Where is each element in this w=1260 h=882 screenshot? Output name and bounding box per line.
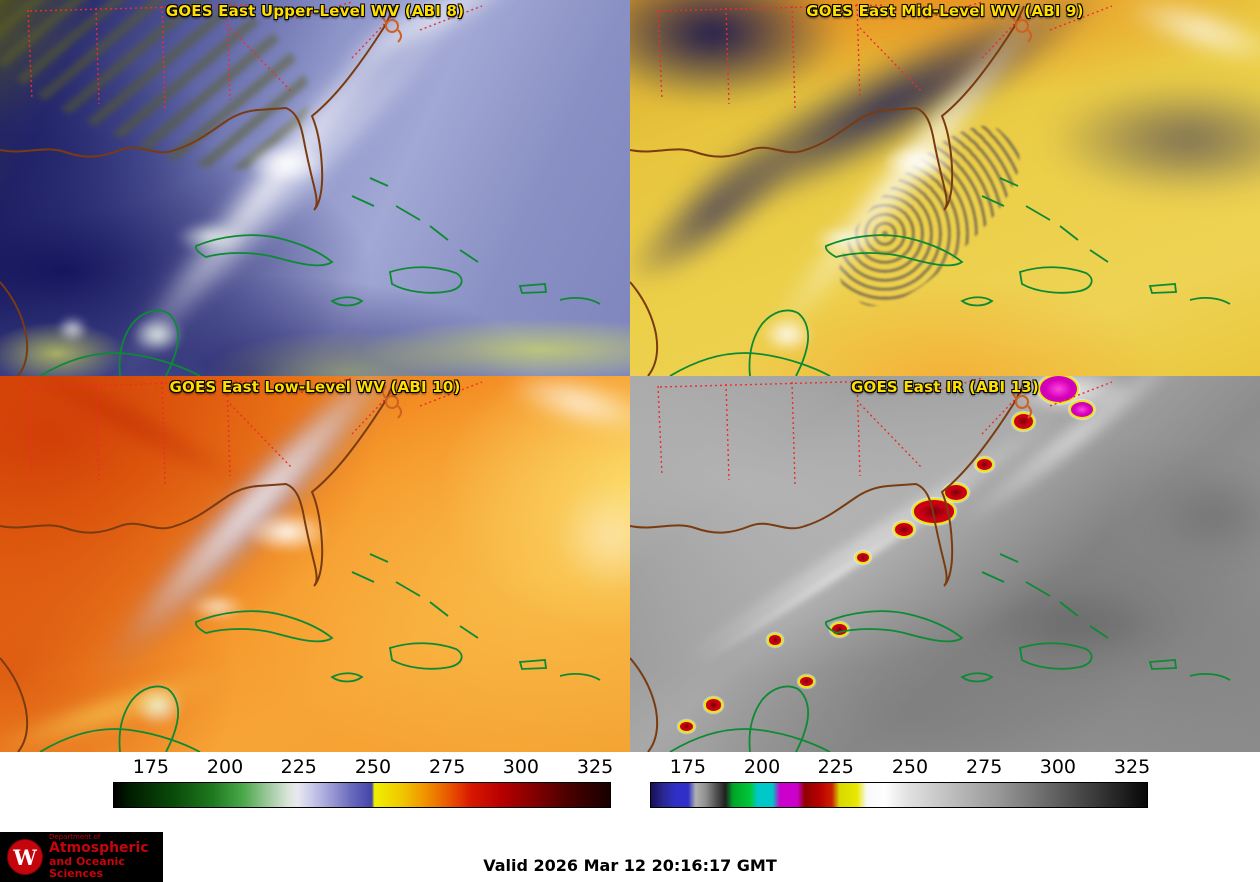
tick-label: 325	[1113, 756, 1151, 778]
tick-label: 250	[354, 756, 392, 778]
satellite-image-abi9	[630, 0, 1260, 376]
footer: W Department of Atmospheric and Oceanic …	[0, 832, 1260, 882]
tick-label: 175	[669, 756, 706, 778]
satellite-image-abi10	[0, 376, 630, 752]
tick-label: 200	[206, 756, 244, 778]
ir-colorbar-gradient	[650, 782, 1148, 808]
panel-title: GOES East Low-Level WV (ABI 10)	[169, 378, 461, 396]
tick-label: 250	[891, 756, 929, 778]
panel-title: GOES East Upper-Level WV (ABI 8)	[165, 2, 465, 20]
logo-name-line2: and Oceanic Sciences	[49, 855, 125, 881]
tick-label: 225	[280, 756, 317, 778]
wv-colorbar-gradient	[113, 782, 611, 808]
panel-mid-level-wv: GOES East Mid-Level WV (ABI 9)	[630, 0, 1260, 376]
satellite-image-abi8	[0, 0, 630, 376]
crest-monogram: W	[13, 844, 37, 870]
logo-dept-line: Department of	[49, 832, 101, 841]
panel-ir: GOES East IR (ABI 13)	[630, 376, 1260, 752]
panel-upper-level-wv: GOES East Upper-Level WV (ABI 8)	[0, 0, 630, 376]
panel-title: GOES East Mid-Level WV (ABI 9)	[806, 2, 1084, 20]
logo-name-line1: Atmospheric	[49, 840, 149, 857]
tick-label: 275	[429, 756, 466, 778]
tick-label: 300	[502, 756, 539, 778]
tick-label: 325	[576, 756, 614, 778]
tick-label: 175	[132, 756, 169, 778]
panel-low-level-wv: GOES East Low-Level WV (ABI 10)	[0, 376, 630, 752]
uw-crest-icon: W	[7, 839, 43, 875]
satellite-image-abi13	[630, 376, 1260, 752]
wv-colorbar: 175 200 225 250 275 300 325	[113, 752, 614, 808]
logo-text: Department of Atmospheric and Oceanic Sc…	[49, 832, 156, 881]
wv-colorbar-ticks: 175 200 225 250 275 300 325	[113, 752, 614, 780]
ir-colorbar: 175 200 225 250 275 300 325	[650, 752, 1151, 808]
panel-title: GOES East IR (ABI 13)	[850, 378, 1039, 396]
uw-aos-logo: W Department of Atmospheric and Oceanic …	[0, 832, 163, 882]
valid-time: Valid 2026 Mar 12 20:16:17 GMT	[483, 856, 777, 875]
colorbar-section: 175 200 225 250 275 300 325 175 200 225 …	[0, 752, 1260, 832]
tick-label: 275	[966, 756, 1003, 778]
tick-label: 225	[817, 756, 854, 778]
tick-label: 300	[1039, 756, 1076, 778]
satellite-quad-grid: GOES East Upper-Level WV (ABI 8) GOES Ea…	[0, 0, 1260, 752]
tick-label: 200	[743, 756, 781, 778]
ir-colorbar-ticks: 175 200 225 250 275 300 325	[650, 752, 1151, 780]
